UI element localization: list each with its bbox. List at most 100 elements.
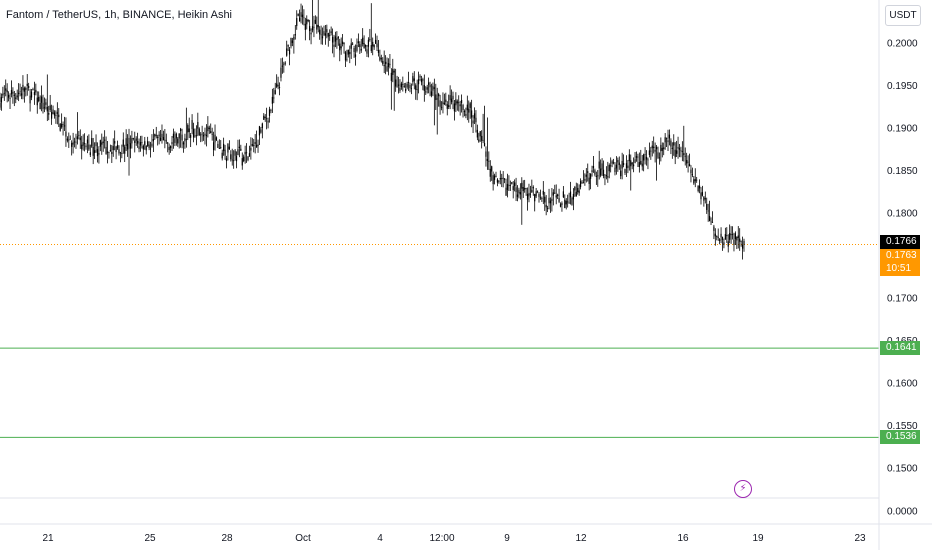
candle-body	[509, 185, 511, 186]
candle-body	[144, 141, 146, 146]
time-tick-label: 25	[144, 533, 156, 544]
candle-body	[10, 90, 13, 95]
candle	[118, 145, 120, 156]
candle-body	[640, 160, 642, 164]
candle	[591, 165, 593, 177]
currency-button[interactable]: USDT	[885, 5, 921, 26]
candle	[422, 77, 424, 91]
candle-body	[197, 122, 199, 129]
candle	[413, 71, 415, 90]
candle	[128, 128, 130, 176]
candle	[162, 130, 165, 141]
candle	[608, 163, 610, 179]
candle	[167, 141, 169, 153]
candle	[267, 117, 269, 129]
lightning-bolt-icon[interactable]: ⚡	[734, 480, 752, 498]
candle-body	[304, 23, 306, 30]
time-tick-label: 16	[677, 533, 689, 544]
candle-body	[278, 87, 281, 88]
candle	[22, 75, 24, 100]
candle-body	[119, 152, 122, 154]
candle-body	[621, 160, 623, 169]
candle	[0, 93, 3, 111]
candle	[122, 132, 124, 154]
candle-body	[131, 138, 133, 144]
candle-body	[169, 146, 172, 149]
candle	[72, 132, 74, 154]
candle	[392, 58, 394, 83]
candle	[191, 114, 193, 135]
candle-body	[250, 147, 252, 151]
candle-body	[227, 144, 229, 153]
candle	[612, 158, 615, 165]
candle-body	[630, 160, 632, 167]
candle-body	[263, 115, 265, 120]
candle-body	[661, 147, 663, 151]
candle	[396, 75, 398, 88]
candle-body	[605, 175, 607, 177]
candle	[448, 94, 450, 110]
candle-body	[224, 149, 226, 156]
candle	[75, 133, 77, 149]
candle	[247, 156, 249, 162]
candle	[438, 92, 440, 107]
candle-body	[532, 186, 534, 189]
candle	[618, 156, 620, 170]
candle-body	[584, 178, 586, 181]
candle-body	[8, 94, 10, 98]
candle-body	[592, 166, 595, 169]
candle	[683, 125, 685, 162]
candle-body	[611, 161, 613, 164]
candle-body	[376, 43, 378, 48]
candle-body	[138, 146, 140, 149]
candle-body	[145, 145, 147, 151]
candle	[286, 40, 288, 57]
candle	[568, 192, 570, 204]
candle-body	[364, 44, 367, 47]
candle-body	[708, 216, 711, 221]
candle	[575, 182, 577, 197]
candle-body	[731, 234, 734, 235]
candle	[476, 124, 478, 141]
candle-body	[91, 138, 93, 147]
candle	[531, 179, 533, 194]
candle-body	[126, 143, 129, 150]
candle	[730, 226, 732, 244]
candle	[417, 71, 420, 94]
candle	[217, 140, 219, 148]
candle-body	[88, 144, 90, 150]
candle	[711, 211, 714, 223]
candle	[172, 128, 175, 149]
candle-body	[435, 94, 437, 101]
candle-body	[373, 44, 375, 48]
candle	[304, 17, 306, 41]
candle	[185, 107, 187, 148]
candle-body	[690, 169, 692, 174]
candle-body	[357, 41, 359, 44]
candle-body	[256, 144, 258, 148]
candle	[590, 173, 592, 190]
candle	[63, 116, 66, 132]
candle-body	[694, 179, 696, 182]
candle	[625, 155, 628, 177]
candle	[605, 166, 607, 180]
candle-body	[446, 104, 448, 109]
candle	[138, 138, 140, 153]
candle-body	[174, 138, 176, 143]
candle-body	[426, 87, 428, 90]
candle	[271, 88, 273, 113]
candle-body	[575, 191, 577, 197]
candle-body	[73, 141, 76, 143]
candle	[677, 136, 679, 159]
candle	[313, 15, 315, 38]
candle	[192, 122, 195, 143]
candle-body	[324, 33, 327, 36]
candle-body	[12, 91, 14, 94]
candle-body	[61, 123, 63, 128]
candle	[364, 44, 367, 52]
candle	[587, 163, 589, 182]
candle-body	[379, 56, 381, 61]
candle	[721, 236, 724, 251]
candle	[227, 143, 229, 161]
